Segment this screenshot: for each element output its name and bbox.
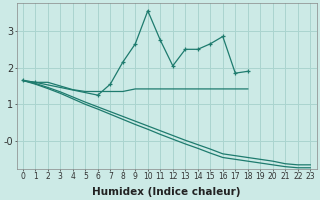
- X-axis label: Humidex (Indice chaleur): Humidex (Indice chaleur): [92, 187, 241, 197]
